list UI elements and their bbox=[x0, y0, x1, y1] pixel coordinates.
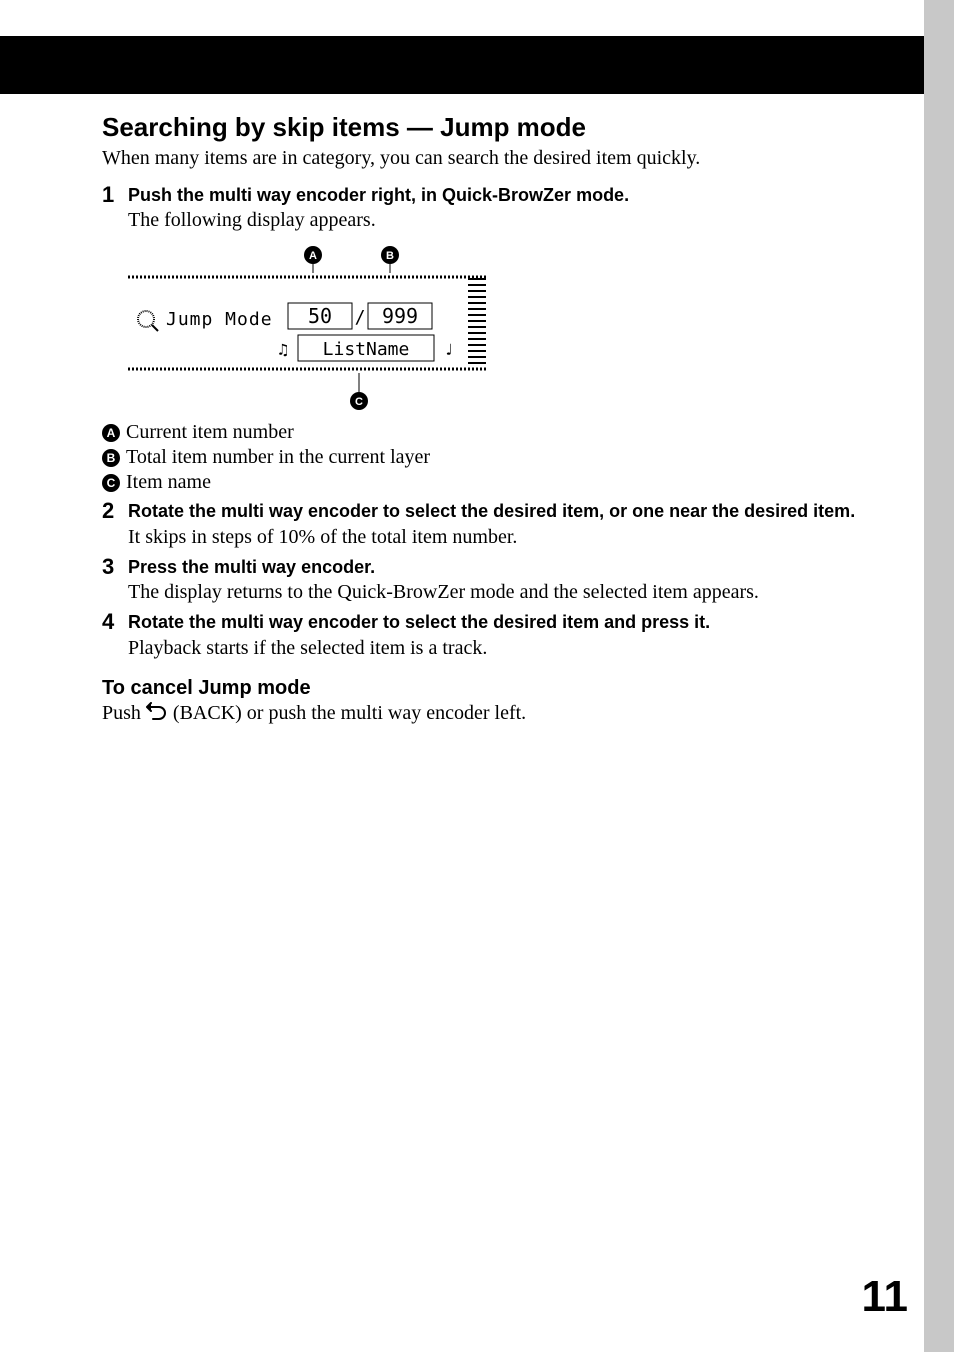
step-title: Rotate the multi way encoder to select t… bbox=[128, 500, 892, 523]
svg-text:C: C bbox=[355, 396, 363, 408]
legend-a-text: Current item number bbox=[126, 421, 294, 444]
svg-text:999: 999 bbox=[382, 304, 418, 328]
step-text: The display returns to the Quick-BrowZer… bbox=[128, 579, 892, 605]
step-text: It skips in steps of 10% of the total it… bbox=[128, 524, 892, 550]
step-text: Playback starts if the selected item is … bbox=[128, 635, 892, 661]
lcd-diagram: A B C bbox=[128, 243, 892, 413]
cancel-text-after: (BACK) or push the multi way encoder lef… bbox=[173, 702, 526, 725]
step-2: 2 Rotate the multi way encoder to select… bbox=[102, 500, 892, 549]
cancel-text-before: Push bbox=[102, 702, 141, 725]
circle-b-icon: B bbox=[102, 449, 120, 467]
svg-text:♩: ♩ bbox=[444, 340, 454, 359]
circle-c-icon: C bbox=[102, 474, 120, 492]
step-text: The following display appears. bbox=[128, 207, 892, 233]
svg-text:B: B bbox=[386, 250, 394, 262]
step-number: 1 bbox=[102, 182, 128, 208]
step-title: Rotate the multi way encoder to select t… bbox=[128, 611, 892, 634]
svg-text:♫: ♫ bbox=[278, 340, 288, 359]
step-number: 3 bbox=[102, 554, 128, 580]
cancel-heading: To cancel Jump mode bbox=[102, 677, 892, 700]
intro-text: When many items are in category, you can… bbox=[102, 147, 892, 170]
cancel-text: Push (BACK) or push the multi way encode… bbox=[102, 702, 892, 726]
step-4: 4 Rotate the multi way encoder to select… bbox=[102, 611, 892, 660]
svg-text:ListName: ListName bbox=[323, 339, 410, 360]
step-number: 2 bbox=[102, 498, 128, 524]
step-number: 4 bbox=[102, 609, 128, 635]
page-number: 11 bbox=[861, 1272, 908, 1322]
back-icon bbox=[145, 702, 167, 726]
header-black-bar bbox=[0, 36, 924, 94]
legend-a: A Current item number bbox=[102, 421, 892, 444]
content-area: Searching by skip items — Jump mode When… bbox=[102, 112, 892, 726]
sidebar-right bbox=[924, 0, 954, 1352]
legend-c-text: Item name bbox=[126, 471, 211, 494]
step-title: Push the multi way encoder right, in Qui… bbox=[128, 184, 892, 207]
step-3: 3 Press the multi way encoder. The displ… bbox=[102, 556, 892, 605]
legend-b: B Total item number in the current layer bbox=[102, 446, 892, 469]
svg-text:50: 50 bbox=[308, 304, 332, 328]
svg-text:Jump Mode: Jump Mode bbox=[166, 309, 273, 330]
step-title: Press the multi way encoder. bbox=[128, 556, 892, 579]
circle-a-icon: A bbox=[102, 424, 120, 442]
legend-c: C Item name bbox=[102, 471, 892, 494]
svg-text:A: A bbox=[309, 250, 317, 262]
svg-text:/: / bbox=[355, 307, 366, 328]
legend-b-text: Total item number in the current layer bbox=[126, 446, 430, 469]
step-1: 1 Push the multi way encoder right, in Q… bbox=[102, 184, 892, 233]
lcd-svg: A B C bbox=[128, 243, 498, 413]
section-heading: Searching by skip items — Jump mode bbox=[102, 112, 892, 143]
